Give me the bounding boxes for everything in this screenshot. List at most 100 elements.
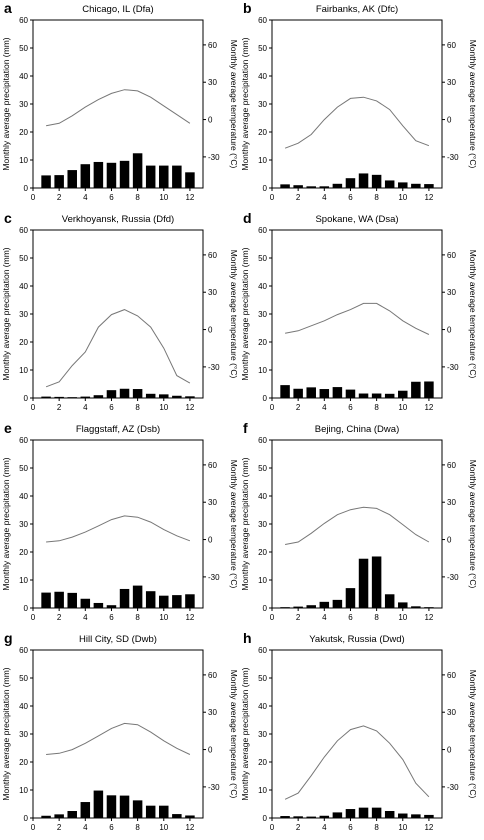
precip-bar	[54, 396, 64, 398]
y-right-tick-label: 0	[447, 746, 452, 755]
precip-bar	[306, 816, 316, 818]
x-tick-label: 0	[270, 823, 275, 832]
y-right-tick-label: 60	[208, 251, 217, 260]
y-left-tick-label: 20	[19, 548, 28, 557]
x-tick-label: 0	[270, 193, 275, 202]
y-right-tick-label: 30	[208, 498, 217, 507]
precip-bar	[358, 173, 369, 188]
panel-b-y-left-label: Monthly average precipitation (mm)	[240, 37, 250, 170]
y-left-tick-label: 0	[24, 604, 29, 613]
panel-b: b Fairbanks, AK (Dfc) 0 2 4 6 8 10 12 0 10 20 30 40 50…	[240, 0, 478, 202]
precip-bar	[41, 396, 51, 398]
precip-bar	[280, 816, 290, 818]
panel-g-letter: g	[4, 630, 13, 646]
x-tick-label: 6	[348, 403, 353, 412]
precip-bar	[293, 816, 303, 818]
x-tick-label: 0	[270, 613, 275, 622]
y-left-tick-label: 40	[19, 72, 28, 81]
panel-f-letter: f	[243, 420, 248, 436]
x-tick-label: 0	[31, 613, 36, 622]
panel-c: c Verkhoyansk, Russia (Dfd) 0 2 4 6 8 10 12 0 10 20…	[1, 210, 239, 412]
panel-c-letter: c	[4, 210, 12, 226]
temperature-line	[46, 722, 191, 755]
x-tick-label: 6	[348, 613, 353, 622]
y-left-tick-label: 30	[19, 730, 28, 739]
precip-bar	[159, 595, 169, 608]
y-right-tick-label: 60	[208, 671, 217, 680]
panel-c-y-right-label: Monthly average temperature (°C)	[229, 250, 239, 379]
precip-bar	[119, 588, 130, 608]
panel-f-title: Bejing, China (Dwa)	[315, 424, 399, 435]
y-left-tick-label: 0	[263, 394, 268, 403]
precip-bar	[371, 393, 382, 398]
panel-h-letter: h	[243, 630, 252, 646]
precip-bar	[106, 605, 117, 608]
precip-bar	[306, 605, 316, 608]
precip-bar	[293, 185, 303, 188]
y-left-tick-label: 50	[19, 464, 28, 473]
precip-bar	[172, 395, 182, 398]
x-tick-label: 4	[322, 403, 327, 412]
x-tick-label: 10	[398, 613, 407, 622]
panel-d-y-right-label: Monthly average temperature (°C)	[468, 250, 478, 379]
x-tick-label: 2	[57, 823, 62, 832]
precip-bar	[411, 381, 421, 398]
x-tick-label: 4	[83, 613, 88, 622]
precip-bar	[384, 180, 395, 188]
precip-bar	[119, 388, 130, 398]
y-left-tick-label: 0	[24, 184, 29, 193]
y-left-tick-label: 60	[19, 646, 28, 655]
temperature-line	[284, 725, 430, 800]
precip-bar	[424, 184, 434, 188]
temperature-line	[284, 96, 430, 149]
precip-bar	[185, 172, 195, 188]
x-tick-label: 8	[135, 823, 140, 832]
panel-f: f Bejing, China (Dwa) 0 2 4 6 8 10 12 0 10 20 30 40 50…	[240, 420, 478, 622]
y-right-tick-label: 30	[447, 288, 456, 297]
y-left-tick-label: 40	[258, 72, 267, 81]
y-right-tick-label: -30	[447, 153, 459, 162]
y-right-tick-label: 60	[208, 461, 217, 470]
x-tick-label: 0	[270, 403, 275, 412]
y-left-tick-label: 50	[19, 44, 28, 53]
panel-g-title: Hill City, SD (Dwb)	[79, 634, 157, 645]
y-left-tick-label: 50	[19, 674, 28, 683]
precip-bar	[172, 595, 182, 608]
y-left-tick-label: 10	[258, 786, 267, 795]
precip-bar	[132, 389, 143, 398]
y-left-tick-label: 60	[258, 16, 267, 25]
y-right-tick-label: 30	[447, 498, 456, 507]
precip-bar	[67, 170, 77, 188]
x-tick-label: 2	[57, 613, 62, 622]
y-left-tick-label: 60	[258, 436, 267, 445]
precip-bar	[80, 598, 91, 608]
y-left-tick-label: 0	[24, 814, 29, 823]
panel-h-y-right-label: Monthly average temperature (°C)	[468, 670, 478, 799]
temperature-line	[285, 302, 430, 335]
x-tick-label: 12	[424, 193, 433, 202]
x-tick-label: 6	[109, 613, 114, 622]
precip-bar	[411, 606, 421, 608]
y-left-tick-label: 60	[258, 226, 267, 235]
panel-e-frame	[32, 439, 204, 609]
precip-bar	[384, 811, 395, 818]
x-tick-label: 4	[83, 193, 88, 202]
precip-bar	[306, 387, 316, 398]
y-left-tick-label: 20	[258, 128, 267, 137]
precip-bar	[345, 389, 356, 398]
y-left-tick-label: 10	[19, 366, 28, 375]
y-left-tick-label: 20	[19, 758, 28, 767]
precip-bar	[93, 161, 104, 188]
y-left-tick-label: 30	[258, 310, 267, 319]
precip-bar	[280, 607, 290, 608]
y-left-tick-label: 40	[258, 492, 267, 501]
x-tick-label: 12	[424, 613, 433, 622]
y-right-tick-label: 0	[208, 326, 213, 335]
y-right-tick-label: 30	[208, 78, 217, 87]
y-left-tick-label: 60	[19, 436, 28, 445]
precip-bar	[80, 396, 91, 398]
y-right-tick-label: 60	[208, 41, 217, 50]
temperature-line	[285, 506, 430, 545]
x-tick-label: 6	[109, 403, 114, 412]
precip-bar	[172, 165, 182, 188]
